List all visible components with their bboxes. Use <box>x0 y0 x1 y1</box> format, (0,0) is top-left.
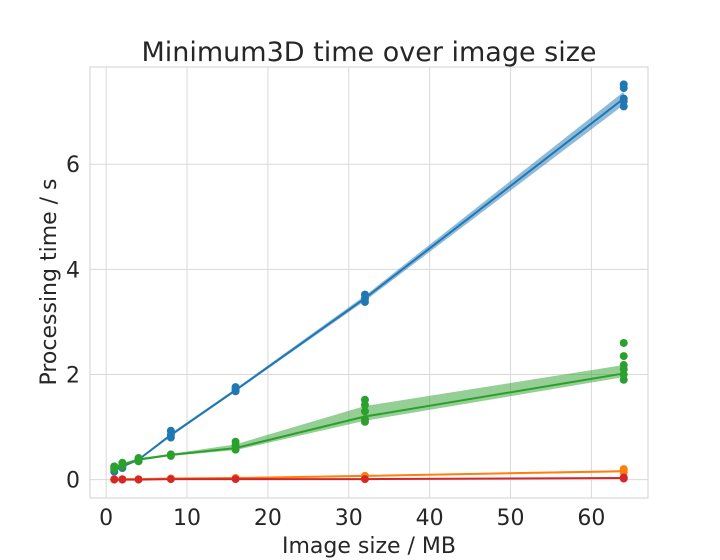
data-point <box>231 437 240 446</box>
chart-title: Minimum3D time over image size <box>141 37 596 68</box>
data-point <box>110 475 119 484</box>
data-point <box>231 475 240 484</box>
x-tick-label: 20 <box>254 506 282 531</box>
data-point <box>166 450 175 459</box>
data-point <box>619 465 628 474</box>
data-point <box>118 458 127 467</box>
data-point <box>360 475 369 484</box>
x-tick-label: 40 <box>416 506 444 531</box>
x-tick-label: 10 <box>173 506 201 531</box>
x-tick-label: 50 <box>497 506 525 531</box>
data-point <box>619 94 628 103</box>
data-point <box>619 80 628 89</box>
confidence-band-1 <box>114 365 624 470</box>
y-tick-label: 4 <box>66 258 80 283</box>
data-point <box>166 475 175 484</box>
data-point <box>134 475 143 484</box>
data-point <box>360 395 369 404</box>
data-point <box>619 361 628 370</box>
data-point <box>118 475 127 484</box>
data-point <box>360 290 369 299</box>
tick-labels: 0 10 20 30 40 50 60 0 2 4 6 <box>66 153 605 531</box>
data-point <box>231 383 240 392</box>
y-tick-label: 6 <box>66 153 80 178</box>
data-point <box>619 473 628 482</box>
y-tick-label: 0 <box>66 469 80 494</box>
x-axis-label: Image size / MB <box>282 534 456 559</box>
data-point <box>360 407 369 416</box>
y-axis-label: Processing time / s <box>37 178 62 385</box>
data-point <box>134 454 143 463</box>
data-points <box>110 80 628 484</box>
x-tick-label: 60 <box>577 506 605 531</box>
x-tick-label: 30 <box>335 506 363 531</box>
data-point <box>166 426 175 435</box>
plot-frame <box>89 66 649 499</box>
data-point <box>619 352 628 361</box>
data-point <box>619 338 628 347</box>
y-tick-label: 2 <box>66 363 80 388</box>
x-tick-label: 0 <box>99 506 113 531</box>
data-point <box>110 462 119 471</box>
data-point <box>360 415 369 424</box>
